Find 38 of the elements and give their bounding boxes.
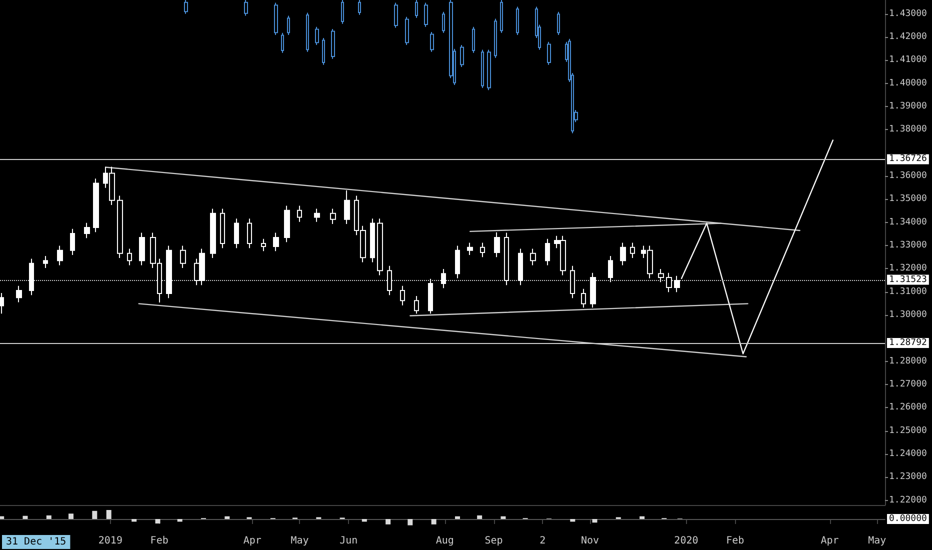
text: 31 Dec '15	[6, 536, 66, 548]
x-tick-label: May	[868, 536, 886, 546]
x-tick-label: Feb	[150, 536, 168, 546]
y-tick-label: 1.32000	[889, 264, 927, 274]
y-tick-label: 1.36000	[889, 171, 927, 182]
x-tick-label: Nov	[580, 536, 600, 546]
x-tick-label: Aug	[436, 536, 454, 546]
x-tick-label: Feb	[726, 536, 744, 546]
y-tick-label: 1.38000	[889, 124, 927, 135]
y-tick-label: 1.40000	[889, 78, 927, 88]
x-tick-label: May	[290, 536, 309, 546]
ref-line-label: 1.31523	[889, 274, 927, 285]
y-tick-label: 1.23000	[889, 472, 927, 482]
y-tick-label: 1.43000	[889, 8, 927, 19]
ref-line-label: 1.36726	[889, 154, 927, 164]
ref-line-label: 0.00000	[889, 514, 927, 524]
y-tick-label: 1.22000	[889, 495, 927, 506]
y-tick-label: 1.41000	[889, 55, 927, 66]
y-tick-label: 1.34000	[889, 217, 927, 228]
y-tick-label: 1.39000	[889, 102, 927, 112]
y-tick-label: 1.24000	[889, 449, 927, 460]
y-tick-label: 1.25000	[889, 426, 927, 436]
x-tick-label: Jun	[340, 536, 358, 546]
y-tick-label: 1.30000	[889, 310, 927, 320]
x-tick-label: Apr	[820, 536, 839, 546]
ref-line-label: 1.28792	[889, 338, 927, 348]
y-tick-label: 1.31000	[889, 286, 927, 297]
y-tick-label: 1.26000	[889, 402, 927, 413]
x-tick-label: 2	[540, 536, 546, 546]
x-tick-label: Sep	[484, 536, 503, 546]
x-tick-label: 2019	[98, 536, 122, 546]
y-tick-label: 1.27000	[889, 380, 927, 390]
y-tick-label: 1.33000	[889, 240, 927, 251]
y-tick-label: 1.42000	[889, 32, 927, 42]
x-tick-label: 2020	[674, 536, 698, 546]
x-tick-label: Apr	[243, 536, 262, 546]
y-tick-label: 1.35000	[889, 194, 927, 204]
y-tick-label: 1.28000	[889, 356, 927, 366]
